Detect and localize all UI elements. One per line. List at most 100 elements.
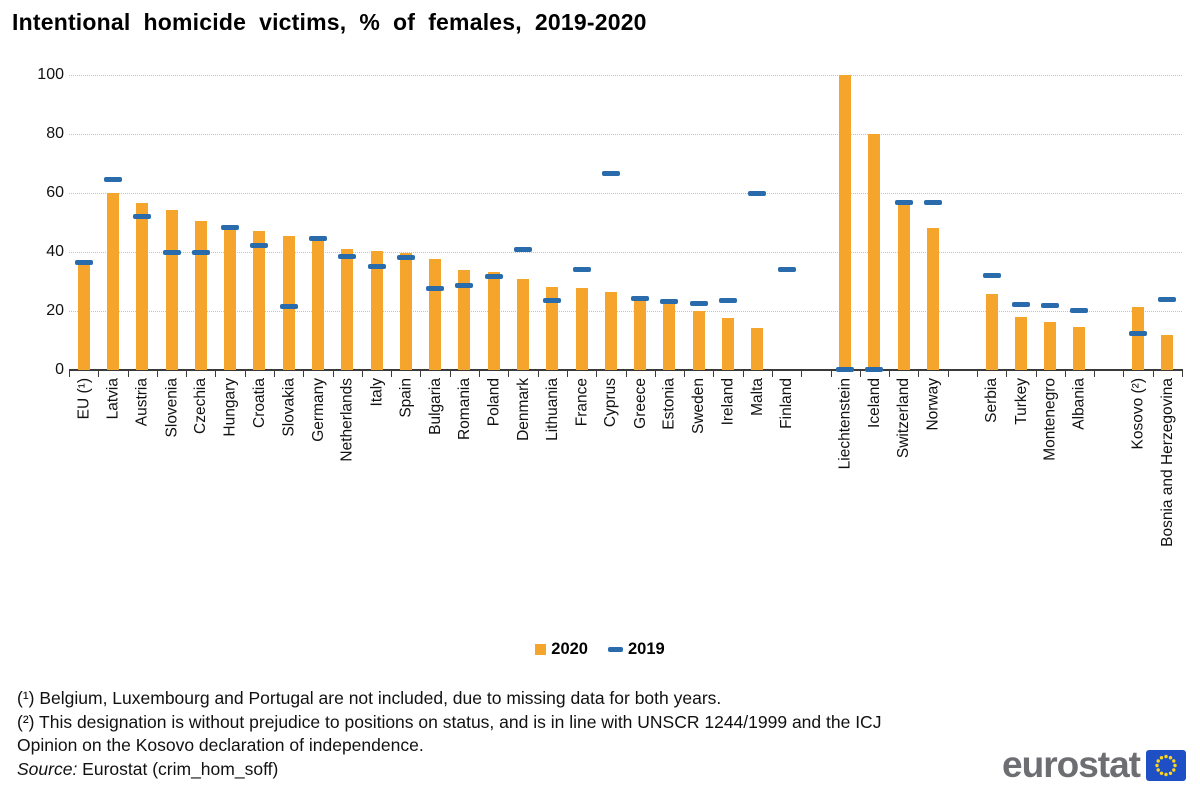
bar-2020-Montenegro — [1044, 322, 1057, 370]
x-axis-tick — [1182, 371, 1183, 377]
x-axis-label: Greece — [631, 378, 649, 429]
bar-2020-Iceland — [868, 134, 881, 370]
marker-2019-Romania — [455, 282, 474, 288]
x-axis-tick — [596, 371, 598, 377]
x-axis-tick — [771, 371, 773, 377]
x-axis-tick — [98, 371, 100, 377]
x-axis-tick — [537, 371, 539, 377]
gridline-80 — [69, 134, 1182, 135]
bar-2020-Poland — [487, 272, 500, 370]
x-axis — [69, 369, 1183, 371]
marker-2019-Bosnia and Herzegovina — [1158, 297, 1177, 303]
x-axis-label: EU (¹) — [75, 378, 93, 420]
marker-2019-Norway — [924, 199, 943, 205]
bar-2020-Croatia — [253, 230, 266, 370]
y-axis-label: 0 — [55, 361, 64, 378]
x-axis-tick — [303, 371, 305, 377]
x-axis-label: Switzerland — [895, 378, 913, 459]
legend-label-2019: 2019 — [628, 640, 665, 658]
bar-2020-Estonia — [663, 303, 676, 370]
bar-2020-Turkey — [1014, 317, 1027, 370]
x-axis-tick — [566, 371, 568, 377]
marker-2019-Ireland — [719, 297, 737, 303]
x-axis-label: Spain — [397, 378, 415, 418]
bar-2020-Italy — [370, 250, 383, 370]
x-axis-label: Turkey — [1012, 378, 1030, 425]
x-axis-tick — [654, 371, 656, 377]
bar-2020-Greece — [634, 300, 647, 370]
x-axis-label: Denmark — [514, 378, 532, 441]
marker-2019-Kosovo (²) — [1129, 331, 1148, 337]
x-axis-label: Finland — [778, 378, 796, 429]
gridline-60 — [69, 193, 1182, 194]
y-axis-label: 40 — [46, 243, 64, 260]
x-axis-label: Estonia — [660, 378, 678, 430]
bar-2020-EU (¹) — [77, 265, 90, 370]
legend-label-2020: 2020 — [551, 640, 588, 658]
y-axis-label: 60 — [46, 184, 64, 201]
x-axis-tick — [332, 371, 334, 377]
bar-2020-Sweden — [692, 311, 705, 370]
marker-2019-Switzerland — [894, 200, 913, 206]
marker-2019-Italy — [367, 264, 386, 270]
x-axis-label: Slovakia — [280, 378, 298, 437]
bar-2020-Denmark — [516, 278, 529, 370]
bar-2020-Austria — [136, 203, 149, 370]
bar-2020-Switzerland — [897, 204, 910, 370]
marker-2019-Denmark — [513, 246, 532, 252]
bar-2020-France — [575, 288, 588, 370]
x-axis-label: Montenegro — [1041, 378, 1059, 461]
footnote-1: (¹) Belgium, Luxembourg and Portugal are… — [17, 688, 722, 708]
x-axis-tick — [479, 371, 481, 377]
x-axis-tick — [244, 371, 246, 377]
bar-2020-Kosovo (²) — [1132, 306, 1145, 370]
eu-flag-icon — [1146, 749, 1186, 781]
bar-2020-Liechtenstein — [839, 75, 852, 370]
bar-2020-Ireland — [722, 318, 734, 370]
bar-2020-Slovenia — [165, 209, 178, 370]
marker-2019-Netherlands — [338, 253, 357, 259]
x-axis-tick — [449, 371, 451, 377]
x-axis-tick — [684, 371, 686, 377]
gridline-40 — [69, 252, 1182, 253]
gridline-100 — [69, 75, 1182, 76]
x-axis-tick — [156, 371, 158, 377]
bar-2020-Serbia — [985, 294, 998, 370]
x-axis-tick — [274, 371, 276, 377]
x-axis-tick — [947, 371, 949, 377]
marker-2019-Finland — [777, 267, 796, 273]
bar-2020-Norway — [927, 228, 940, 370]
marker-2019-Spain — [396, 254, 415, 260]
legend: 2020 2019 — [0, 640, 1200, 659]
x-axis-label: Sweden — [690, 378, 708, 435]
marker-2019-Malta — [748, 190, 767, 196]
x-axis-tick — [859, 371, 861, 377]
bar-2020-Cyprus — [604, 291, 617, 370]
legend-item-2020: 2020 — [535, 640, 588, 659]
legend-item-2019: 2019 — [608, 640, 665, 659]
marker-2019-Croatia — [250, 242, 269, 248]
x-axis-label: Serbia — [983, 378, 1001, 423]
x-axis-tick — [1094, 371, 1096, 377]
x-axis-tick — [713, 371, 715, 377]
marker-2019-Poland — [484, 274, 503, 280]
x-axis-label: Albania — [1071, 378, 1088, 430]
x-axis-tick — [918, 371, 920, 377]
x-axis-label: Malta — [748, 378, 766, 416]
footnote-2-line1: (²) This designation is without prejudic… — [17, 711, 882, 732]
source-text: Eurostat (crim_hom_soff) — [77, 758, 279, 779]
y-axis-label: 20 — [46, 302, 64, 319]
x-axis-label: Croatia — [250, 378, 268, 428]
x-axis-tick — [976, 371, 978, 377]
marker-2019-Sweden — [689, 301, 708, 307]
bar-2020-Hungary — [224, 229, 237, 370]
x-axis-label: Lithuania — [543, 378, 561, 441]
marker-2019-Liechtenstein — [836, 366, 855, 372]
marker-2019-Estonia — [660, 299, 679, 305]
x-axis-tick — [69, 371, 70, 377]
dash-swatch-icon — [608, 647, 623, 652]
bar-swatch-icon — [535, 644, 547, 655]
x-axis-label: Netherlands — [338, 378, 356, 462]
marker-2019-Albania — [1070, 308, 1089, 314]
